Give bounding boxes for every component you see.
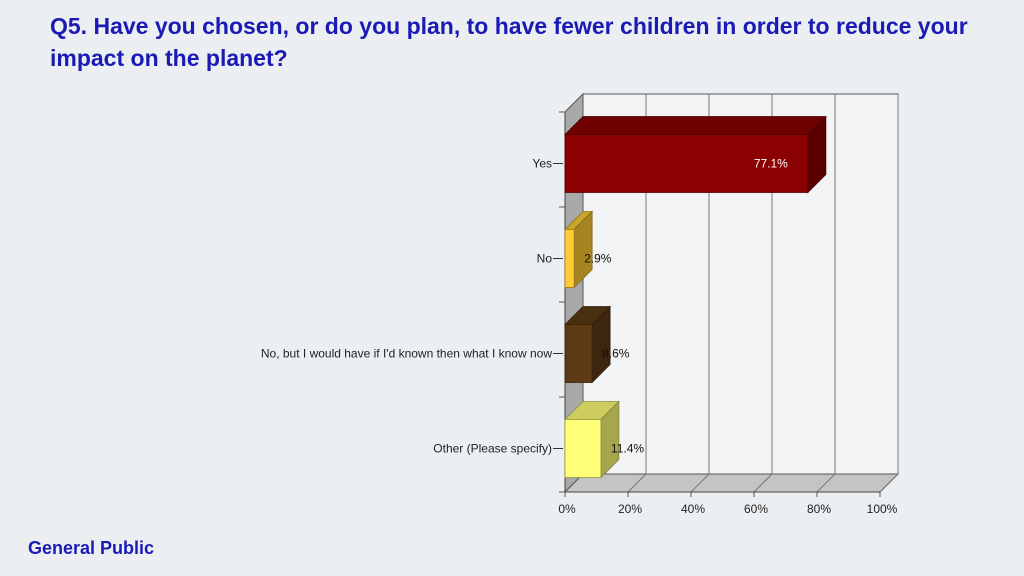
- x-tick-label: 0%: [558, 502, 576, 516]
- x-tick-label: 20%: [618, 502, 642, 516]
- bar-front: [564, 419, 602, 478]
- bars: 77.1% 2.9% 8.6% 11.4%: [564, 115, 827, 479]
- bar: 8.6%: [564, 305, 630, 384]
- category-label: Other (Please specify): [433, 442, 552, 456]
- bar-top: [564, 116, 827, 135]
- bar-value-label: 2.9%: [584, 252, 612, 266]
- floor-gridline: [690, 473, 710, 493]
- category-label: No: [537, 252, 553, 266]
- bar-value-label: 8.6%: [602, 347, 630, 361]
- x-tick-label: 80%: [807, 502, 831, 516]
- floor-gridline: [816, 473, 836, 493]
- bar-value-label: 77.1%: [754, 157, 788, 171]
- floor-gridline: [879, 473, 899, 493]
- x-tick-label: 60%: [744, 502, 768, 516]
- chart-title: Q5. Have you chosen, or do you plan, to …: [50, 13, 968, 71]
- x-tick-label: 40%: [681, 502, 705, 516]
- category-label: No, but I would have if I'd known then w…: [261, 347, 552, 361]
- x-tick-label: 100%: [867, 502, 898, 516]
- bar: 77.1%: [564, 115, 827, 194]
- bar: 11.4%: [564, 400, 644, 479]
- x-tick-labels: 0% 20% 40% 60% 80% 100%: [558, 502, 897, 516]
- category-labels: Yes No No, but I would have if I'd known t…: [261, 111, 565, 493]
- floor: [563, 473, 900, 493]
- bar-front: [564, 324, 593, 383]
- category-label: Yes: [532, 157, 552, 171]
- floor-gridline: [627, 473, 647, 493]
- bar: 2.9%: [564, 210, 612, 289]
- floor-gridline: [753, 473, 773, 493]
- bar-front: [564, 229, 575, 288]
- footer-label: General Public: [28, 538, 155, 558]
- bar-front: [564, 134, 809, 193]
- bar-value-label: 11.4%: [611, 442, 644, 456]
